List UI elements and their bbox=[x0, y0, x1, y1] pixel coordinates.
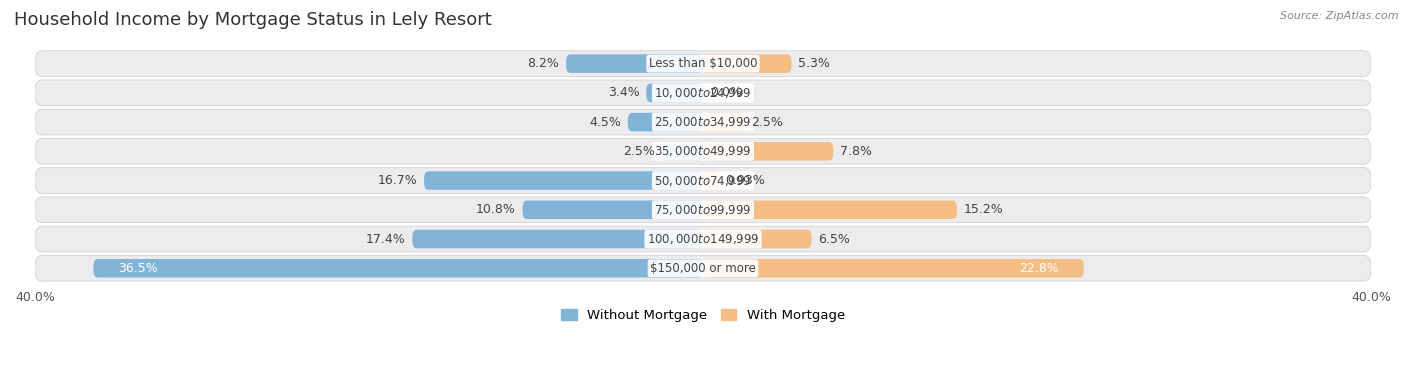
Text: $75,000 to $99,999: $75,000 to $99,999 bbox=[654, 203, 752, 217]
FancyBboxPatch shape bbox=[35, 168, 1371, 194]
FancyBboxPatch shape bbox=[567, 54, 703, 73]
Text: 16.7%: 16.7% bbox=[378, 174, 418, 187]
Text: 22.8%: 22.8% bbox=[1019, 262, 1059, 275]
Text: Source: ZipAtlas.com: Source: ZipAtlas.com bbox=[1281, 11, 1399, 21]
Text: Household Income by Mortgage Status in Lely Resort: Household Income by Mortgage Status in L… bbox=[14, 11, 492, 29]
FancyBboxPatch shape bbox=[647, 84, 703, 102]
Text: $35,000 to $49,999: $35,000 to $49,999 bbox=[654, 144, 752, 158]
FancyBboxPatch shape bbox=[35, 80, 1371, 106]
Text: 4.5%: 4.5% bbox=[589, 116, 621, 129]
Text: 0.0%: 0.0% bbox=[710, 86, 742, 99]
FancyBboxPatch shape bbox=[703, 230, 811, 248]
FancyBboxPatch shape bbox=[703, 259, 1084, 277]
Text: $50,000 to $74,999: $50,000 to $74,999 bbox=[654, 174, 752, 187]
Text: 2.5%: 2.5% bbox=[623, 145, 655, 158]
FancyBboxPatch shape bbox=[425, 171, 703, 190]
FancyBboxPatch shape bbox=[35, 109, 1371, 135]
FancyBboxPatch shape bbox=[703, 142, 834, 161]
Text: 3.4%: 3.4% bbox=[607, 86, 640, 99]
Text: 6.5%: 6.5% bbox=[818, 232, 851, 246]
FancyBboxPatch shape bbox=[35, 226, 1371, 252]
Text: $25,000 to $34,999: $25,000 to $34,999 bbox=[654, 115, 752, 129]
Text: 7.8%: 7.8% bbox=[839, 145, 872, 158]
FancyBboxPatch shape bbox=[523, 201, 703, 219]
Text: 2.5%: 2.5% bbox=[751, 116, 783, 129]
Text: 5.3%: 5.3% bbox=[799, 57, 830, 70]
FancyBboxPatch shape bbox=[412, 230, 703, 248]
FancyBboxPatch shape bbox=[703, 201, 957, 219]
FancyBboxPatch shape bbox=[628, 113, 703, 132]
Text: 10.8%: 10.8% bbox=[477, 203, 516, 216]
FancyBboxPatch shape bbox=[703, 54, 792, 73]
Text: 36.5%: 36.5% bbox=[118, 262, 159, 275]
Text: 0.93%: 0.93% bbox=[725, 174, 765, 187]
Text: $150,000 or more: $150,000 or more bbox=[650, 262, 756, 275]
FancyBboxPatch shape bbox=[703, 113, 745, 132]
Text: $10,000 to $24,999: $10,000 to $24,999 bbox=[654, 86, 752, 100]
FancyBboxPatch shape bbox=[661, 142, 703, 161]
Text: $100,000 to $149,999: $100,000 to $149,999 bbox=[647, 232, 759, 246]
Legend: Without Mortgage, With Mortgage: Without Mortgage, With Mortgage bbox=[555, 304, 851, 328]
Text: 15.2%: 15.2% bbox=[963, 203, 1004, 216]
FancyBboxPatch shape bbox=[703, 171, 718, 190]
FancyBboxPatch shape bbox=[35, 256, 1371, 281]
Text: 17.4%: 17.4% bbox=[366, 232, 406, 246]
FancyBboxPatch shape bbox=[35, 197, 1371, 223]
FancyBboxPatch shape bbox=[35, 51, 1371, 76]
Text: 8.2%: 8.2% bbox=[527, 57, 560, 70]
Text: Less than $10,000: Less than $10,000 bbox=[648, 57, 758, 70]
FancyBboxPatch shape bbox=[35, 138, 1371, 164]
FancyBboxPatch shape bbox=[93, 259, 703, 277]
